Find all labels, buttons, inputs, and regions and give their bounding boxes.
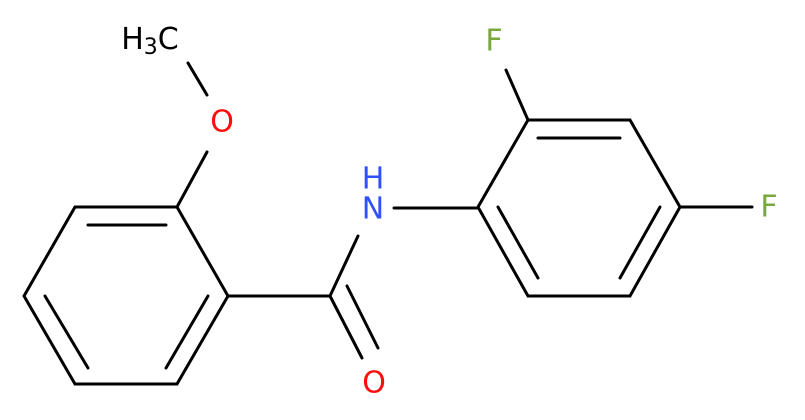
bond <box>175 150 209 209</box>
double-bond <box>618 205 662 280</box>
ring-left <box>22 205 230 386</box>
ring-right <box>476 118 682 298</box>
double-bond <box>328 294 364 360</box>
bond <box>186 61 209 97</box>
atom-c: C <box>158 22 179 57</box>
bond <box>504 68 530 122</box>
double-bond <box>345 284 380 350</box>
atom-f: F <box>760 190 777 225</box>
bonds <box>22 61 754 386</box>
methyl-label: H3C <box>121 22 179 61</box>
atom-o: O <box>362 366 386 401</box>
atom-h: H <box>121 22 144 57</box>
bond <box>328 234 360 298</box>
double-bond <box>496 205 540 280</box>
subscript: 3 <box>144 35 158 60</box>
atom-o: O <box>210 105 234 140</box>
double-bond <box>43 294 90 370</box>
atom-n: N <box>362 192 384 227</box>
double-bond <box>164 294 210 370</box>
atom-f: F <box>485 24 502 59</box>
atom-h: H <box>362 162 385 197</box>
